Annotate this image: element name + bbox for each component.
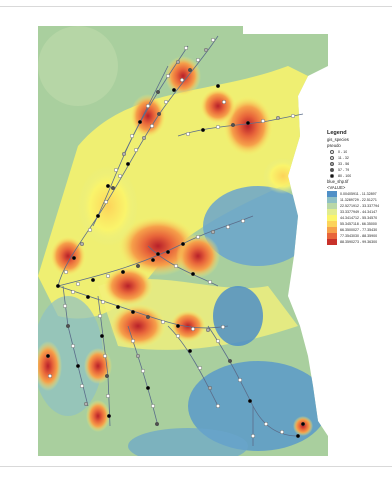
legend-point-label: 80 - 100 bbox=[338, 173, 352, 178]
legend-point-class: 0 - 10 bbox=[327, 149, 389, 155]
legend-raster-class: 55.3457118 - 66.35000 bbox=[327, 221, 389, 227]
legend-raster-class: 22.5271912 - 33.337794 bbox=[327, 203, 389, 209]
legend-point-label: 11 - 32 bbox=[338, 155, 349, 160]
legend-point-class: 80 - 100 bbox=[327, 173, 389, 179]
legend-title: Legend bbox=[327, 130, 347, 136]
legend-point-class: 11 - 32 bbox=[327, 155, 389, 161]
legend-raster-label: 11.3289729 - 22.51271 bbox=[340, 197, 377, 202]
point-symbol-icon bbox=[330, 162, 334, 166]
color-swatch bbox=[327, 191, 337, 197]
legend-raster-class: 66.3500027 - 77.35430 bbox=[327, 227, 389, 233]
legend-raster-label: 77.3543030 - 88.35900 bbox=[340, 233, 378, 238]
legend-raster-class: 11.3289729 - 22.51271 bbox=[327, 197, 389, 203]
low-zone-south bbox=[128, 428, 248, 456]
low-spot bbox=[213, 286, 263, 346]
map-legend: Legend gis_species pseudo 0 - 10 11 - 32 3… bbox=[327, 130, 389, 245]
hotspot bbox=[38, 341, 62, 391]
hotspot bbox=[176, 234, 220, 278]
legend-raster-label: 0.00405911 - 11.32897 bbox=[340, 191, 377, 196]
hotspot bbox=[86, 400, 110, 432]
legend-raster-label: 55.3457118 - 66.35000 bbox=[340, 221, 377, 226]
legend-point-layer: gis_species bbox=[327, 137, 349, 142]
legend-raster-classes: 0.00405911 - 11.32897 11.3289729 - 22.512… bbox=[327, 191, 389, 245]
bottom-divider bbox=[0, 466, 392, 467]
station-points bbox=[45, 37, 306, 439]
legend-raster-layer: blue_shp.tif bbox=[327, 179, 349, 184]
legend-raster-label: 22.5271912 - 33.337794 bbox=[340, 203, 380, 208]
point-symbol-icon bbox=[330, 150, 334, 154]
point-symbol-icon bbox=[330, 168, 334, 172]
legend-point-label: 0 - 10 bbox=[338, 149, 348, 154]
hotspot bbox=[223, 96, 273, 156]
legend-raster-label: 66.3500027 - 77.35430 bbox=[340, 227, 378, 232]
color-swatch bbox=[327, 233, 337, 239]
color-swatch bbox=[327, 215, 337, 221]
legend-raster-class: 0.00405911 - 11.32897 bbox=[327, 191, 389, 197]
heatmap-map bbox=[38, 26, 328, 456]
color-swatch bbox=[327, 203, 337, 209]
hotspot bbox=[200, 88, 236, 124]
hotspot bbox=[110, 304, 166, 348]
hotspot bbox=[50, 236, 86, 276]
color-swatch bbox=[327, 221, 337, 227]
legend-raster-class: 33.3377949 - 44.34147 bbox=[327, 209, 389, 215]
legend-raster-label: 44.3414712 - 55.34570 bbox=[340, 215, 378, 220]
hotspot bbox=[130, 94, 166, 138]
legend-raster-class: 77.3543030 - 88.35900 bbox=[327, 233, 389, 239]
color-swatch bbox=[327, 227, 337, 233]
point-symbol-icon bbox=[330, 156, 334, 160]
legend-point-class: 33 - 56 bbox=[327, 161, 389, 167]
legend-point-class: 57 - 79 bbox=[327, 167, 389, 173]
mid-zone-nw bbox=[38, 26, 118, 106]
hotspot bbox=[293, 416, 313, 436]
color-swatch bbox=[327, 239, 337, 245]
low-zone-southeast bbox=[188, 361, 328, 451]
legend-raster-field: <VALUE> bbox=[327, 185, 346, 190]
legend-point-label: 57 - 79 bbox=[338, 167, 350, 172]
hotspot bbox=[103, 266, 153, 306]
legend-point-label: 33 - 56 bbox=[338, 161, 350, 166]
low-zone-east bbox=[203, 186, 313, 266]
legend-raster-label: 33.3377949 - 44.34147 bbox=[340, 209, 378, 214]
point-symbol-icon bbox=[330, 174, 334, 178]
legend-point-classes: 0 - 10 11 - 32 33 - 56 57 - 79 80 - 100 bbox=[327, 149, 389, 179]
warm-area bbox=[78, 166, 138, 246]
warm-area bbox=[263, 158, 303, 194]
legend-raster-class: 44.3414712 - 55.34570 bbox=[327, 215, 389, 221]
legend-raster-label: 88.3590273 - 99.36300 bbox=[340, 239, 378, 244]
top-divider bbox=[0, 6, 392, 7]
color-swatch bbox=[327, 197, 337, 203]
hotspot bbox=[165, 56, 201, 96]
hotspot bbox=[170, 310, 206, 342]
legend-point-field: pseudo bbox=[327, 143, 341, 148]
legend-raster-class: 88.3590273 - 99.36300 bbox=[327, 239, 389, 245]
color-swatch bbox=[327, 209, 337, 215]
